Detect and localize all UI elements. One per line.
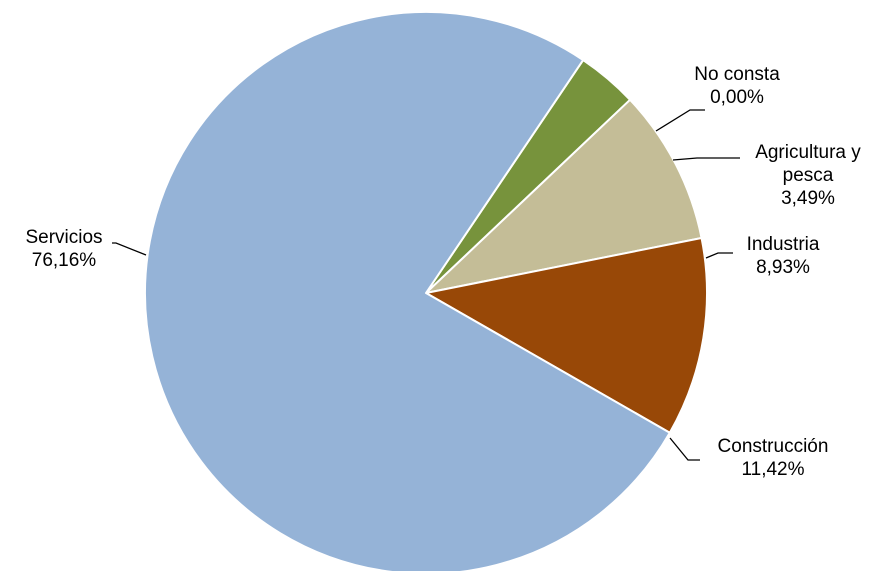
pie-slice-industria — [425, 98, 703, 294]
slice-name-construccion: Construcción — [718, 436, 829, 457]
leader-line-servicios — [112, 242, 147, 256]
pie-slice-servicios — [144, 11, 671, 575]
slice-label-servicios: Servicios 76,16% — [25, 227, 102, 271]
slice-value-construccion: 11,42% — [741, 459, 804, 480]
slice-label-agricultura-y-pesca: Agricultura y pesca 3,49% — [755, 142, 861, 209]
labels-layer: No consta 0,00% Agricultura y pesca 3,49% Ind… — [25, 64, 861, 480]
slice-label-construccion: Construcción 11,42% — [718, 436, 829, 480]
slice-name-agricultura-y-pesca: pesca — [783, 165, 834, 186]
slice-value-agricultura-y-pesca: 3,49% — [781, 188, 835, 209]
slice-name-industria: Industria — [747, 234, 820, 255]
slice-name-no-consta: No consta — [694, 64, 780, 85]
slice-value-servicios: 76,16% — [32, 250, 97, 271]
slice-label-no-consta: No consta 0,00% — [694, 64, 780, 108]
leader-line-agricultura-y-pesca — [672, 157, 740, 161]
slices-layer — [144, 11, 708, 575]
slice-value-no-consta: 0,00% — [710, 87, 764, 108]
slice-name-servicios: Servicios — [25, 227, 102, 248]
slice-label-industria: Industria 8,93% — [747, 234, 820, 278]
slice-value-industria: 8,93% — [756, 257, 810, 278]
leader-line-industria — [705, 252, 733, 259]
leader-lines-layer — [112, 109, 740, 461]
pie-slice-construccion — [425, 236, 708, 434]
slice-name-agricultura-y-pesca: Agricultura y — [755, 142, 861, 163]
leader-line-no-consta — [655, 109, 705, 132]
leader-line-construccion — [669, 437, 700, 461]
